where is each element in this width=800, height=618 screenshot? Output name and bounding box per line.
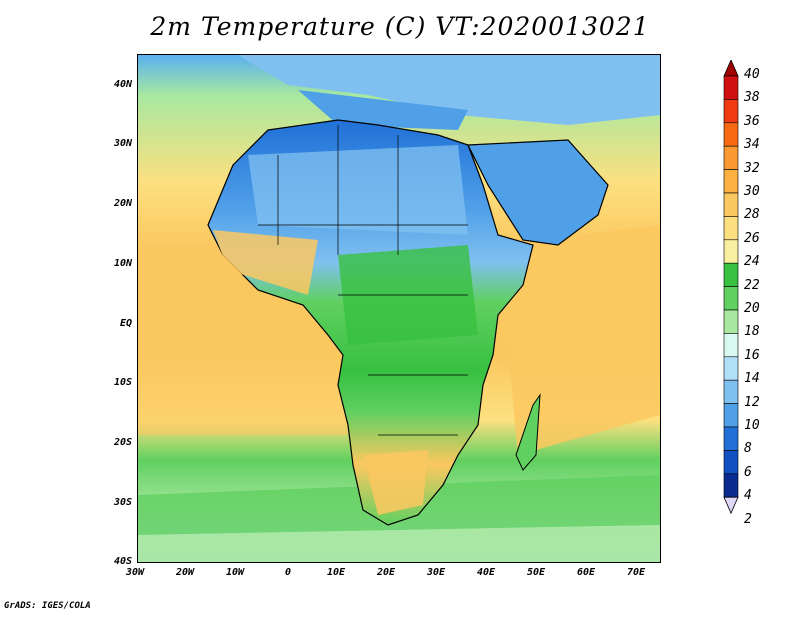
temperature-map	[137, 54, 661, 563]
colorbar-label: 6	[744, 464, 752, 480]
colorbar-label: 10	[744, 418, 760, 433]
madagascar	[515, 393, 541, 471]
colorbar-swatch	[723, 333, 739, 358]
lon-label: 0	[285, 567, 292, 578]
lon-label: 30E	[427, 567, 446, 578]
colorbar-swatch	[723, 286, 739, 311]
colorbar-label: 26	[744, 230, 760, 246]
colorbar-label: 38	[744, 90, 760, 106]
colorbar-label: 24	[744, 254, 760, 270]
lat-label: 40N	[113, 79, 132, 90]
colorbar-label: 12	[744, 394, 760, 410]
colorbar-label: 30	[744, 184, 760, 199]
lon-label: 60E	[577, 567, 596, 578]
colorbar-label: 18	[744, 324, 760, 340]
sahara-cold	[248, 145, 468, 235]
sahel-warm	[213, 230, 318, 295]
lat-label: 30N	[113, 138, 132, 149]
colorbar-label: 8	[744, 441, 752, 457]
lon-label: 50E	[527, 567, 546, 578]
colorbar-swatch	[723, 262, 739, 287]
colorbar-swatch	[723, 403, 739, 428]
colorbar-label: 20	[744, 301, 760, 316]
colorbar-swatch	[723, 426, 739, 451]
arabia-land	[467, 139, 609, 246]
lon-label: 10E	[327, 567, 346, 578]
colorbar-label: 22	[744, 277, 760, 293]
colorbar-min-arrow	[723, 496, 739, 515]
lon-label: 30W	[126, 567, 145, 578]
colorbar-label: 2	[744, 511, 752, 527]
colorbar-swatch	[723, 145, 739, 170]
colorbar-swatch	[723, 169, 739, 194]
south-cold-band	[138, 525, 660, 562]
lon-label: 40E	[477, 567, 496, 578]
lat-label: 20N	[113, 198, 132, 209]
lon-label: 20E	[377, 567, 396, 578]
colorbar-label: 32	[744, 160, 760, 176]
lon-label: 20W	[176, 567, 195, 578]
southern-warm	[363, 450, 428, 515]
footer-credit: GrADS: IGES/COLA	[4, 601, 91, 611]
colorbar-label: 36	[744, 113, 760, 129]
lat-label: 20S	[113, 437, 132, 448]
colorbar-swatch	[723, 122, 739, 147]
colorbar-swatch	[723, 450, 739, 475]
colorbar-swatch	[723, 379, 739, 404]
lat-label: 40S	[113, 556, 132, 567]
lat-label: 10S	[113, 377, 132, 388]
colorbar-swatch	[723, 309, 739, 334]
colorbar-swatch	[723, 473, 739, 498]
colorbar-swatch	[723, 239, 739, 264]
lon-label: 70E	[627, 567, 646, 578]
colorbar-label: 14	[744, 371, 760, 387]
map-title: 2m Temperature (C) VT:2020013021	[150, 12, 650, 41]
colorbar-label: 28	[744, 207, 760, 223]
colorbar-label: 40	[744, 67, 760, 82]
colorbar-swatch	[723, 356, 739, 381]
country-borders	[258, 125, 468, 436]
colorbar-max-arrow	[723, 60, 739, 77]
atlantic-warm	[138, 275, 348, 435]
lat-label: 10N	[113, 258, 132, 269]
colorbar-swatch	[723, 192, 739, 217]
colorbar-label: 4	[744, 488, 752, 504]
lat-label: 30S	[113, 497, 132, 508]
colorbar	[723, 60, 739, 515]
colorbar-label: 34	[744, 137, 760, 153]
colorbar-swatch	[723, 216, 739, 241]
lat-label: EQ	[119, 318, 132, 329]
lon-label: 10W	[226, 567, 245, 578]
colorbar-label: 16	[744, 347, 760, 363]
colorbar-swatch	[723, 99, 739, 124]
colorbar-swatch	[723, 75, 739, 100]
europe-land	[238, 55, 660, 125]
